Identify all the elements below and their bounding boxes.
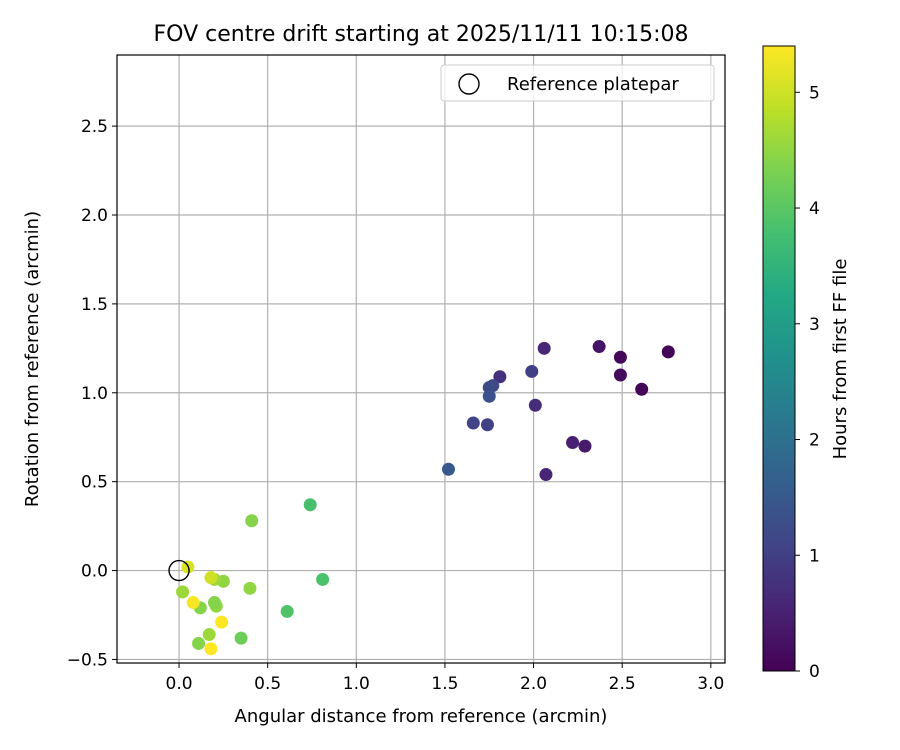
colorbar-tick-label: 0	[809, 662, 820, 682]
y-tick-label: 1.5	[81, 295, 108, 315]
data-point	[176, 585, 190, 599]
colorbar-label: Hours from first FF file	[830, 259, 851, 460]
data-point	[316, 572, 330, 586]
colorbar-tick-label: 4	[809, 199, 820, 219]
data-point	[537, 341, 551, 355]
x-tick-label: 1.0	[343, 674, 370, 694]
legend-marker-reference	[458, 73, 480, 95]
colorbar-tick-label: 5	[809, 83, 820, 103]
data-point	[192, 636, 206, 650]
colorbar: 0 1 2 3 4 5 Hours from first FF file	[762, 45, 851, 682]
data-point	[480, 418, 494, 432]
data-point	[202, 628, 216, 642]
data-point	[635, 382, 649, 396]
colorbar-tick-label: 3	[809, 315, 820, 335]
x-tick-label: 2.5	[609, 674, 636, 694]
data-point	[592, 340, 606, 354]
data-point	[186, 596, 200, 610]
data-point	[661, 345, 675, 359]
chart-title: FOV centre drift starting at 2025/11/11 …	[154, 22, 689, 47]
data-point	[207, 596, 221, 610]
y-tick-label: 2.0	[81, 206, 108, 226]
x-tick-label: 1.5	[431, 674, 458, 694]
data-point	[204, 571, 218, 585]
legend: Reference platepar	[440, 64, 715, 102]
y-tick-label: 1.0	[81, 384, 108, 404]
y-axis-ticks: −0.5 0.0 0.5 1.0 1.5 2.0 2.5	[67, 117, 117, 670]
x-tick-label: 2.0	[520, 674, 547, 694]
data-point	[613, 350, 627, 364]
y-tick-label: 0.0	[81, 562, 108, 582]
x-tick-label: 3.0	[697, 674, 724, 694]
data-point	[613, 368, 627, 382]
legend-label-reference: Reference platepar	[507, 74, 679, 95]
reference-marker	[168, 559, 190, 582]
y-tick-label: 2.5	[81, 117, 108, 137]
data-point	[215, 615, 229, 629]
y-axis-label: Rotation from reference (arcmin)	[22, 211, 43, 507]
data-points	[176, 340, 675, 656]
data-point	[441, 462, 455, 476]
colorbar-gradient	[762, 45, 796, 672]
reference-platepar-point	[168, 559, 190, 582]
colorbar-tick-label: 2	[809, 431, 820, 451]
colorbar-tick-label: 1	[809, 546, 820, 566]
data-point	[482, 380, 496, 394]
x-axis-ticks: 0.0 0.5 1.0 1.5 2.0 2.5 3.0	[166, 663, 724, 694]
plot-frame	[116, 54, 726, 664]
x-tick-label: 0.0	[166, 674, 193, 694]
data-point	[243, 581, 257, 595]
data-point	[245, 514, 259, 528]
data-point	[234, 631, 248, 645]
legend-box	[440, 64, 715, 102]
data-point	[204, 642, 218, 656]
x-tick-label: 0.5	[254, 674, 281, 694]
data-point	[280, 604, 294, 618]
data-point	[528, 398, 542, 412]
data-point	[466, 416, 480, 430]
x-axis-label: Angular distance from reference (arcmin)	[235, 706, 608, 727]
data-point	[525, 364, 539, 378]
data-point	[578, 439, 592, 453]
data-point	[539, 468, 553, 482]
data-point	[566, 436, 580, 450]
data-point	[493, 370, 507, 384]
colorbar-ticks: 0 1 2 3 4 5	[795, 83, 820, 682]
data-point	[482, 389, 496, 403]
y-tick-label: −0.5	[67, 650, 108, 670]
y-tick-label: 0.5	[81, 473, 108, 493]
data-point	[303, 498, 317, 512]
